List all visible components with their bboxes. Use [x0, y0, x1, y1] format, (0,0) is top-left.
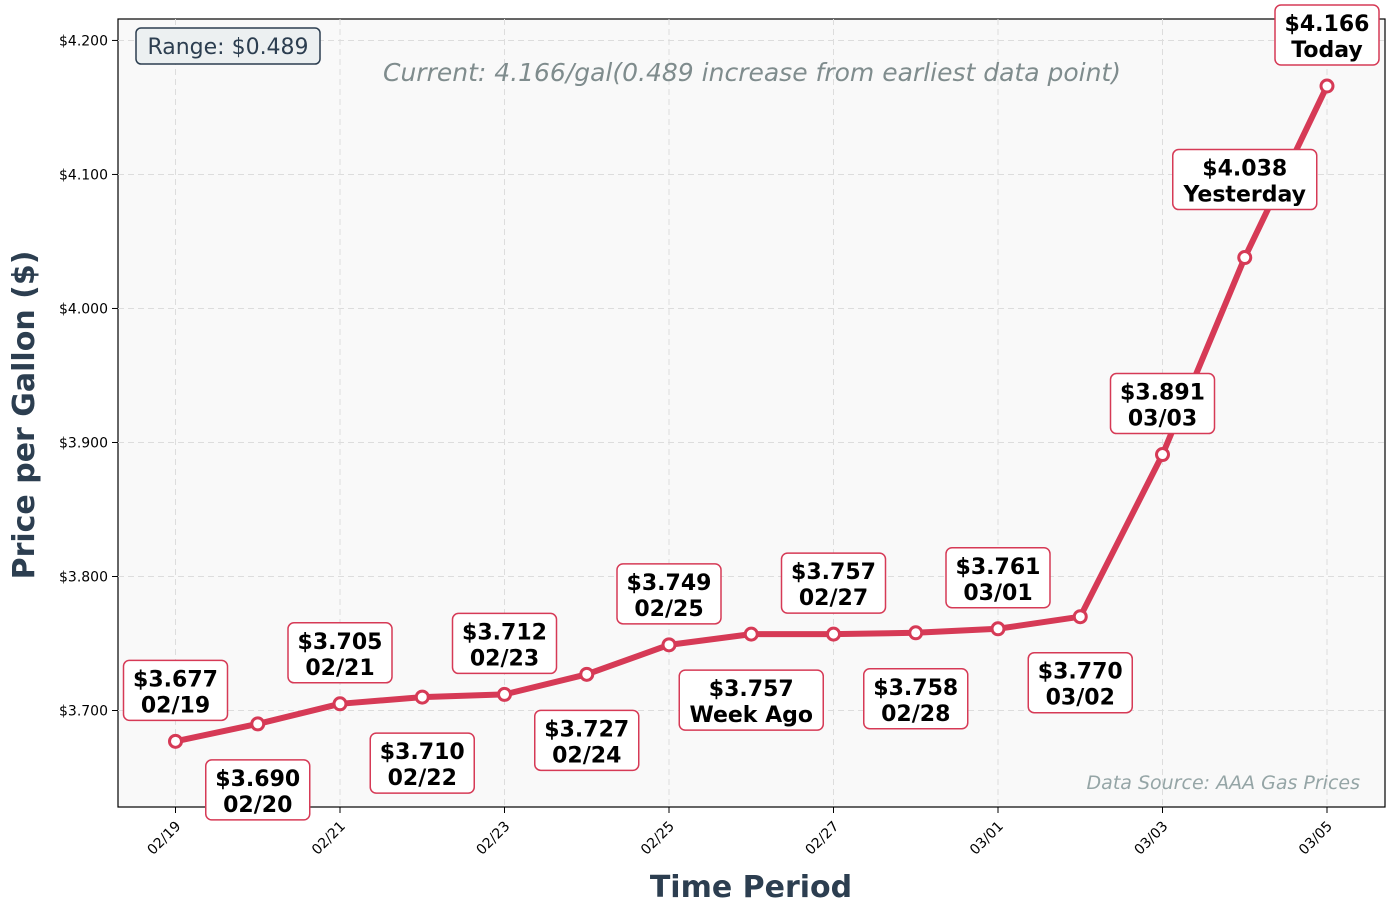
y-tick-label: $3.700 [59, 704, 108, 720]
data-label-box [1109, 372, 1216, 435]
x-tick-label: 02/21 [309, 819, 349, 859]
x-tick-label: 03/05 [1296, 819, 1336, 859]
data-point [332, 696, 348, 712]
data-label-box [205, 759, 311, 821]
range-label: Range: $0.489 [147, 35, 308, 60]
y-tick-label: $4.200 [59, 33, 108, 49]
data-point [1319, 78, 1335, 94]
data-point [250, 716, 266, 732]
x-tick-label: 02/19 [144, 819, 184, 859]
data-label-price: $3.712 [462, 620, 547, 645]
data-label-date: 02/21 [305, 656, 374, 681]
data-label-box [945, 547, 1051, 609]
data-label-box [287, 622, 393, 684]
data-source-label: Data Source: AAA Gas Prices [1087, 772, 1361, 794]
data-label-date: Yesterday [1183, 183, 1306, 208]
x-tick-label: 03/01 [967, 819, 1007, 859]
data-label-box [1274, 4, 1380, 66]
data-label-price: $3.770 [1038, 660, 1123, 685]
x-axis-title: Time Period [650, 870, 852, 905]
x-tick-label: 02/23 [473, 819, 513, 859]
data-point [743, 626, 759, 642]
data-label-box [678, 669, 824, 731]
data-label-price: $3.690 [215, 767, 300, 792]
data-point [1155, 447, 1170, 463]
data-label-price: $3.891 [1120, 381, 1205, 406]
data-label-box [616, 563, 722, 625]
data-point [497, 686, 512, 702]
x-tick-label: 02/25 [638, 819, 678, 859]
data-label-date: 03/02 [1046, 686, 1115, 711]
data-label-box [369, 732, 475, 794]
y-axis-title: Price per Gallon ($) [7, 251, 42, 580]
data-point [661, 637, 677, 653]
data-label-date: 02/23 [470, 646, 539, 671]
data-label-date: Today [1291, 38, 1362, 63]
grid-lines [118, 19, 1385, 807]
data-label-date: 02/25 [634, 597, 703, 622]
data-label-date: 02/19 [141, 693, 210, 718]
data-label-date: 02/24 [552, 743, 621, 768]
data-point [1237, 250, 1253, 266]
data-label-price: $3.710 [380, 740, 465, 765]
x-tick-label: 03/03 [1131, 819, 1171, 859]
annotations: $3.67702/19$3.69002/20$3.70502/21$3.7100… [122, 4, 1380, 821]
data-label-price: $3.758 [873, 676, 958, 701]
data-label-box [863, 668, 969, 730]
chart-subtitle: Current: 4.166/gal(0.489 increase from e… [383, 58, 1121, 87]
data-point [990, 621, 1006, 637]
data-label-date: 03/01 [963, 581, 1032, 606]
data-label-box [451, 612, 558, 675]
data-label-price: $3.757 [709, 677, 794, 702]
y-tick-label: $4.100 [59, 167, 108, 183]
y-tick-label: $4.000 [59, 301, 108, 317]
data-point [1072, 609, 1088, 625]
data-label-date: Week Ago [689, 703, 813, 728]
data-point [414, 689, 430, 705]
data-label-box [1027, 651, 1133, 714]
data-label-price: $4.166 [1285, 12, 1370, 37]
data-label-box [1172, 148, 1318, 211]
data-label-price: $3.727 [544, 717, 629, 742]
data-label-date: 02/28 [881, 702, 950, 727]
data-label-price: $3.749 [627, 571, 712, 596]
data-label-box [780, 552, 887, 614]
y-tick-label: $3.900 [59, 435, 108, 451]
data-label-date: 02/22 [388, 766, 457, 791]
data-label-box [122, 659, 229, 722]
range-box: Range: $0.489 [135, 27, 321, 65]
series-layer [168, 78, 1335, 749]
data-label-price: $4.038 [1202, 157, 1287, 182]
data-label-price: $3.757 [791, 560, 876, 585]
data-label-box [534, 709, 640, 772]
data-label-date: 02/20 [223, 793, 292, 818]
data-point [826, 626, 841, 642]
y-tick-label: $3.800 [59, 569, 108, 585]
data-label-date: 03/03 [1128, 407, 1197, 432]
data-label-price: $3.677 [133, 667, 218, 692]
data-label-price: $3.761 [956, 555, 1041, 580]
data-point [908, 625, 924, 641]
data-label-price: $3.705 [298, 630, 383, 655]
data-label-date: 02/27 [799, 586, 868, 611]
data-point [579, 666, 595, 682]
data-point [168, 733, 183, 749]
x-tick-label: 02/27 [802, 819, 842, 859]
